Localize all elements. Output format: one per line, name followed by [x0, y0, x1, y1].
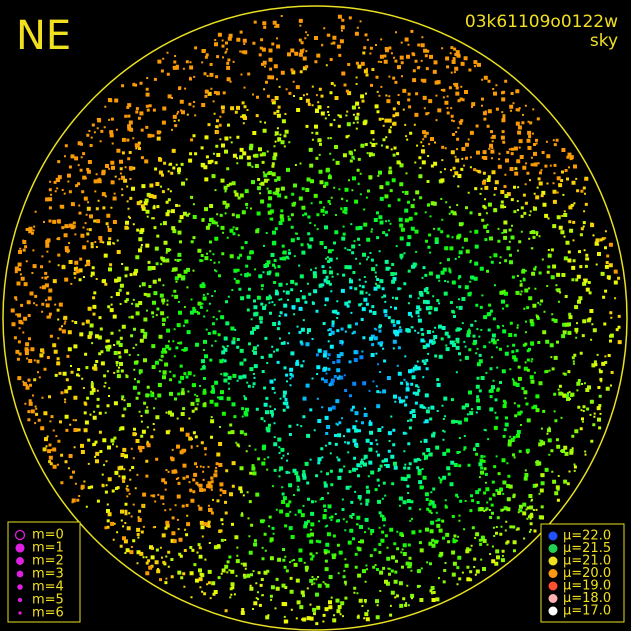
magnitude-label: m=3 — [32, 567, 64, 582]
magnitude-symbol — [16, 557, 24, 565]
magnitude-symbol — [15, 543, 25, 553]
brightness-symbol — [548, 544, 558, 553]
magnitude-symbol — [14, 529, 26, 541]
star-group — [291, 313, 415, 435]
brightness-label: μ=21.5 — [563, 541, 611, 556]
brightness-label: μ=17.0 — [563, 604, 611, 619]
magnitude-label: m=4 — [32, 580, 64, 595]
magnitude-label: m=1 — [32, 541, 64, 556]
magnitude-symbol — [17, 584, 23, 590]
magnitude-label: m=0 — [32, 528, 64, 543]
brightness-legend: μ=22.0μ=21.5μ=21.0μ=20.0μ=19.0μ=18.0μ=17… — [548, 529, 611, 619]
horizon — [2, 5, 628, 631]
magnitude-legend: m=0m=1m=2m=3m=4m=5m=6 — [14, 528, 64, 621]
star-group — [269, 283, 433, 453]
magnitude-label: m=5 — [32, 593, 64, 608]
brightness-symbol — [548, 569, 558, 578]
brightness-label: μ=19.0 — [563, 579, 611, 594]
magnitude-label: m=2 — [32, 554, 64, 569]
brightness-label: μ=21.0 — [563, 554, 611, 569]
brightness-label: μ=20.0 — [563, 566, 611, 581]
brightness-label: μ=22.0 — [563, 529, 611, 544]
frame-id: 03k61109o0122w — [465, 12, 618, 32]
magnitude-label: m=6 — [32, 606, 64, 621]
magnitude-symbol — [18, 611, 22, 615]
brightness-symbol — [548, 556, 558, 566]
brightness-symbol — [548, 594, 558, 603]
map-kind: sky — [590, 31, 618, 51]
star-field — [10, 14, 622, 626]
corner-label: NE — [16, 13, 71, 59]
magnitude-symbol — [17, 597, 23, 603]
brightness-symbol — [548, 531, 558, 541]
brightness-symbol — [548, 606, 558, 616]
brightness-label: μ=18.0 — [563, 591, 611, 606]
magnitude-symbol — [16, 570, 24, 578]
star-group — [253, 265, 454, 471]
brightness-symbol — [548, 581, 558, 591]
